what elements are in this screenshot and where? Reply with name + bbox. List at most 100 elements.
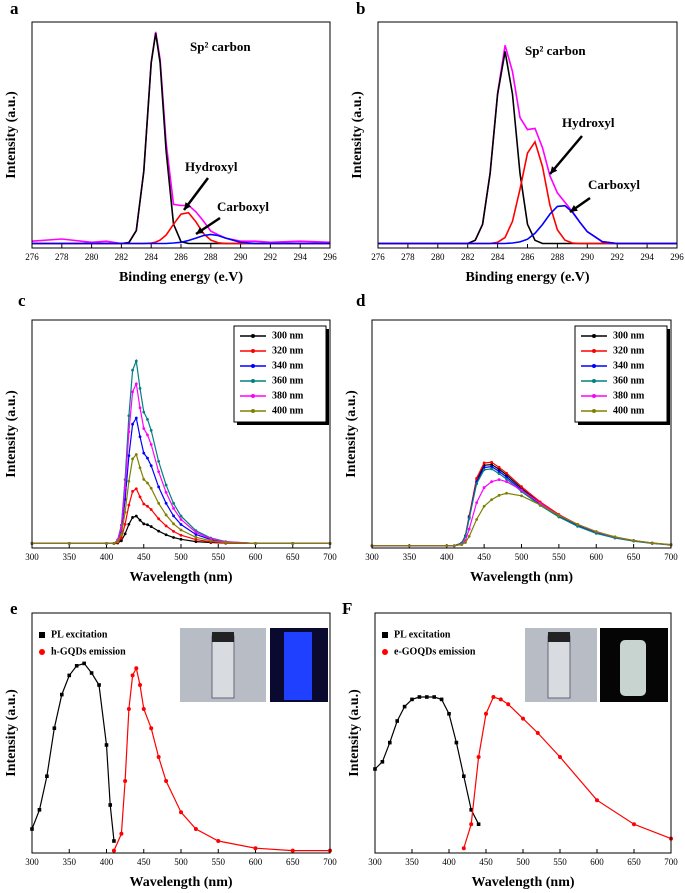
- marker: [134, 514, 138, 518]
- marker: [484, 711, 488, 716]
- y-axis-label: Intensity (a.u.): [344, 390, 359, 478]
- marker: [290, 848, 295, 853]
- x-tick-label: 290: [234, 252, 248, 262]
- panel: d 300 350 400 450 500 550 600 650 700 Wavelength (…: [344, 291, 678, 585]
- marker: [149, 508, 153, 511]
- marker: [142, 427, 146, 430]
- marker: [497, 478, 501, 481]
- marker: [194, 530, 198, 534]
- marker: [131, 368, 134, 372]
- x-tick-label: 300: [365, 552, 379, 562]
- x-tick-label: 400: [442, 857, 456, 867]
- x-tick-label: 350: [405, 857, 419, 867]
- legend-marker: [39, 632, 45, 638]
- inset-photos: [180, 628, 668, 702]
- marker: [134, 487, 138, 491]
- x-tick-label: 650: [627, 857, 641, 867]
- marker: [123, 779, 128, 783]
- marker: [105, 542, 108, 545]
- marker: [613, 535, 617, 539]
- x-tick-label: 400: [440, 552, 454, 562]
- legend-marker: [592, 349, 596, 353]
- legend-label: 360 nm: [613, 375, 645, 386]
- legend-marker: [251, 349, 255, 353]
- x-tick-label: 286: [174, 252, 188, 262]
- legend-label: 380 nm: [272, 390, 304, 401]
- x-tick-label: 700: [323, 552, 337, 562]
- x-tick-label: 600: [590, 552, 604, 562]
- legend-marker: [592, 364, 596, 368]
- marker: [146, 418, 149, 421]
- marker: [172, 522, 175, 526]
- legend-label: PL excitation: [394, 629, 451, 640]
- marker: [482, 468, 486, 472]
- marker: [142, 477, 146, 481]
- x-tick-label: 278: [401, 252, 415, 262]
- marker: [462, 774, 466, 778]
- marker: [445, 544, 449, 548]
- x-axis-label: Binding energy (e.V): [465, 270, 589, 285]
- x-tick-label: 284: [144, 252, 158, 262]
- vial-glow: [620, 640, 646, 696]
- marker: [131, 516, 134, 519]
- marker: [498, 697, 503, 702]
- marker: [179, 537, 183, 541]
- marker: [460, 543, 464, 546]
- x-tick-label: 650: [627, 552, 641, 562]
- legend-label: 360 nm: [272, 375, 304, 386]
- x-tick-label: 350: [403, 552, 417, 562]
- marker: [490, 463, 493, 466]
- marker: [142, 522, 146, 526]
- vial-cap: [548, 632, 570, 642]
- marker: [432, 695, 436, 699]
- marker: [149, 464, 153, 468]
- marker: [157, 470, 161, 474]
- marker: [127, 454, 131, 458]
- marker: [142, 502, 146, 506]
- marker: [149, 443, 153, 446]
- marker: [131, 390, 134, 394]
- x-tick-label: 500: [174, 857, 188, 867]
- marker: [595, 798, 599, 803]
- marker: [179, 518, 183, 521]
- marker: [149, 486, 153, 490]
- marker: [179, 810, 183, 815]
- series-line: [374, 696, 480, 825]
- plot-frame: [371, 319, 672, 549]
- marker: [131, 457, 134, 461]
- marker: [112, 542, 116, 545]
- marker: [490, 498, 493, 502]
- marker: [490, 460, 493, 464]
- legend-marker: [39, 649, 45, 655]
- marker: [476, 755, 481, 759]
- series-line: [32, 233, 330, 245]
- marker: [505, 477, 508, 481]
- marker: [116, 540, 120, 544]
- marker: [111, 848, 116, 853]
- marker: [157, 485, 161, 489]
- legend-marker: [382, 649, 388, 655]
- marker: [461, 846, 466, 851]
- marker: [425, 695, 429, 699]
- annotation: Carboxyl: [217, 199, 269, 214]
- legend-label: 380 nm: [613, 390, 645, 401]
- y-axis-label: Intensity (a.u.): [4, 91, 19, 179]
- series-line: [378, 51, 677, 245]
- x-tick-label: 300: [368, 857, 382, 867]
- x-tick-label: 550: [212, 857, 226, 867]
- marker: [482, 466, 486, 469]
- marker: [475, 501, 479, 505]
- marker: [388, 740, 392, 745]
- marker: [120, 536, 123, 540]
- series-line: [378, 139, 677, 245]
- series-line: [378, 204, 677, 245]
- marker: [127, 414, 131, 418]
- marker: [138, 683, 143, 687]
- marker: [123, 510, 127, 514]
- marker: [146, 456, 149, 460]
- legend-marker: [251, 364, 255, 368]
- legend-marker: [251, 379, 255, 383]
- marker: [131, 422, 134, 426]
- x-tick-label: 700: [664, 857, 678, 867]
- marker: [138, 387, 142, 390]
